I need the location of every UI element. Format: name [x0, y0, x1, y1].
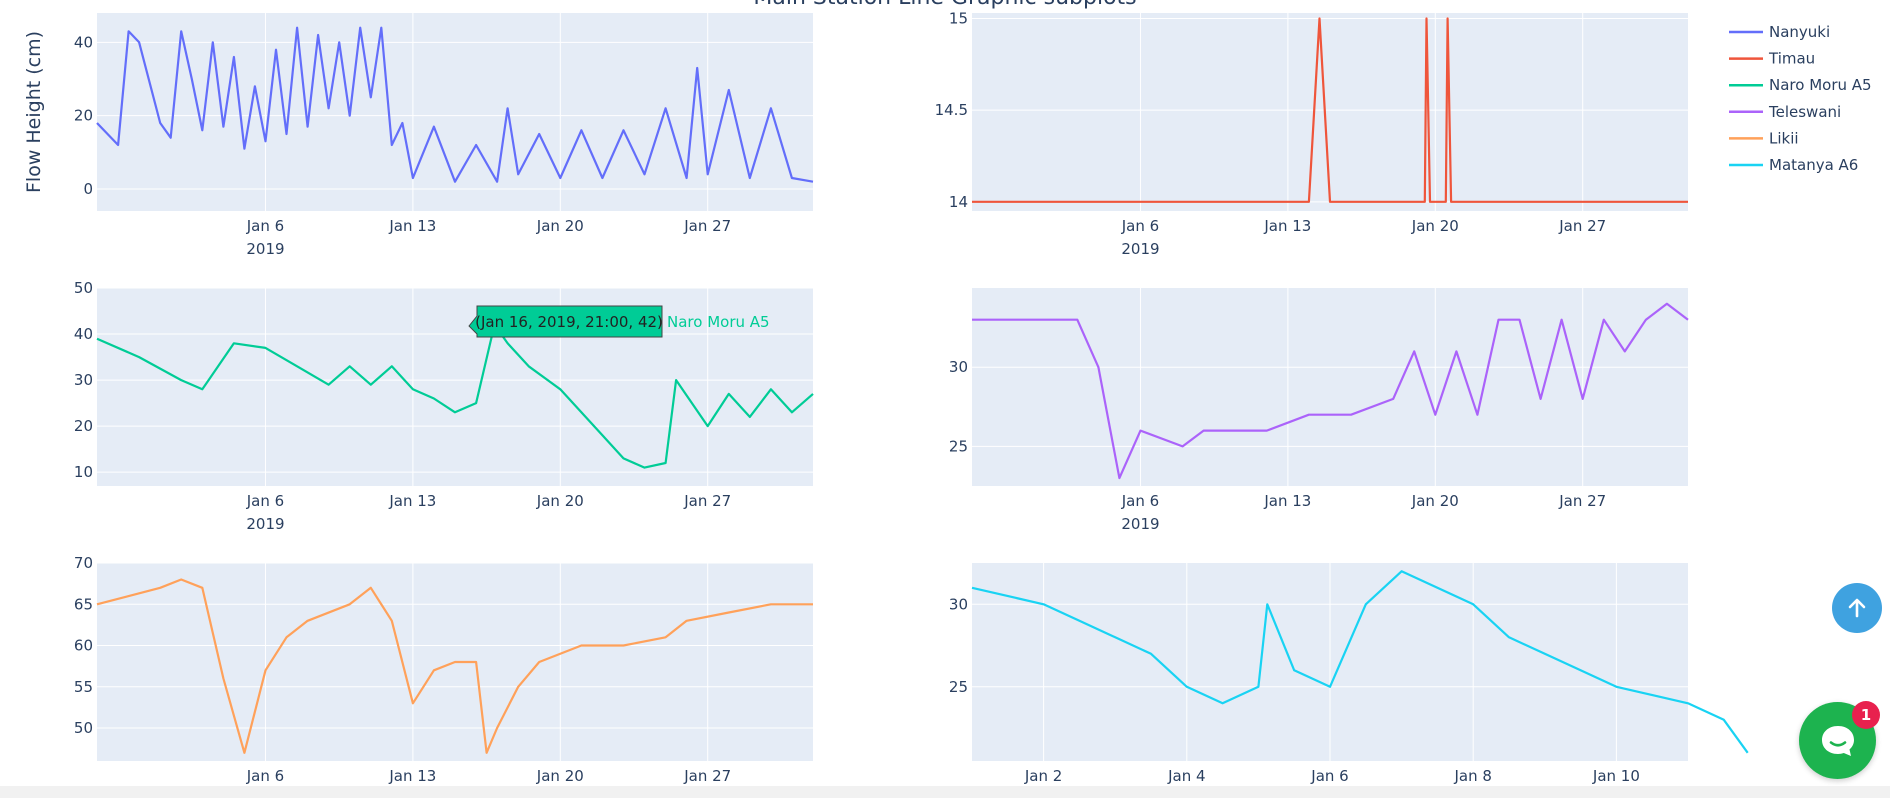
y-tick-label: 50 [74, 719, 93, 737]
y-tick-label: 30 [949, 595, 968, 613]
legend-label: Matanya A6 [1769, 156, 1858, 174]
x-year-label: 2019 [246, 515, 284, 533]
subplot-naro-moru-a5: Jan 6 Jan 13 Jan 20 Jan 27 2019 10 20 30 40 50 [74, 279, 814, 533]
legend-item-likii[interactable]: Likii [1729, 129, 1799, 147]
legend-item-naro-moru-a5[interactable]: Naro Moru A5 [1729, 76, 1872, 94]
y-tick-label: 14 [949, 193, 968, 211]
plot-area[interactable] [972, 288, 1688, 486]
series-line-teleswani[interactable] [972, 302, 1689, 480]
y-tick-label: 20 [74, 417, 93, 435]
legend-item-matanya-a6[interactable]: Matanya A6 [1729, 156, 1858, 174]
y-tick-label: 15 [949, 10, 968, 28]
x-tick-label: Jan 20 [536, 767, 584, 785]
x-tick-label: Jan 27 [1558, 217, 1606, 235]
y-tick-label: 60 [74, 637, 93, 655]
legend-label: Naro Moru A5 [1769, 76, 1872, 94]
legend-label: Likii [1769, 129, 1799, 147]
x-tick-label: Jan 6 [1121, 217, 1159, 235]
x-tick-label: Jan 6 [1310, 767, 1348, 785]
tooltip-series-label: Naro Moru A5 [667, 313, 770, 331]
legend-label: Timau [1768, 50, 1815, 68]
x-tick-label: Jan 10 [1592, 767, 1640, 785]
y-tick-label: 30 [74, 371, 93, 389]
x-tick-label: Jan 20 [536, 217, 584, 235]
y-tick-label: 14.5 [935, 101, 968, 119]
legend-label: Teleswani [1768, 103, 1841, 121]
y-tick-label: 30 [949, 358, 968, 376]
scroll-to-top-button[interactable] [1832, 583, 1882, 633]
series-line-timau[interactable] [972, 17, 1688, 203]
x-tick-label: Jan 13 [1263, 217, 1311, 235]
x-year-label: 2019 [246, 240, 284, 258]
hover-tooltip: (Jan 16, 2019, 21:00, 42) Naro Moru A5 [468, 305, 770, 338]
series-line-matanya-a6[interactable] [971, 570, 1749, 754]
legend-item-nanyuki[interactable]: Nanyuki [1729, 23, 1830, 41]
x-year-label: 2019 [1121, 240, 1159, 258]
y-tick-label: 20 [74, 107, 93, 125]
x-tick-label: Jan 4 [1167, 767, 1205, 785]
x-tick-label: Jan 27 [683, 767, 731, 785]
x-year-label: 2019 [1121, 515, 1159, 533]
series-line-naro-moru-a5[interactable] [96, 323, 814, 469]
tooltip-box [468, 305, 663, 338]
series-line-likii[interactable] [96, 578, 813, 754]
y-tick-label: 65 [74, 595, 93, 613]
x-tick-label: Jan 8 [1453, 767, 1491, 785]
plot-area[interactable] [972, 13, 1688, 211]
chat-bubble-icon [1821, 725, 1854, 756]
y-tick-label: 10 [74, 463, 93, 481]
legend-label: Nanyuki [1769, 23, 1830, 41]
x-tick-label: Jan 13 [1263, 492, 1311, 510]
x-tick-label: Jan 20 [1411, 217, 1459, 235]
x-tick-label: Jan 27 [683, 492, 731, 510]
y-tick-label: 55 [74, 678, 93, 696]
x-tick-label: Jan 27 [683, 217, 731, 235]
x-tick-label: Jan 13 [388, 492, 436, 510]
x-tick-label: Jan 6 [246, 492, 284, 510]
plot-area[interactable] [97, 288, 813, 486]
x-tick-label: Jan 13 [388, 767, 436, 785]
y-tick-label: 40 [74, 33, 93, 51]
x-tick-label: Jan 27 [1558, 492, 1606, 510]
chart-title: Main Station Line Graphic subplots [753, 0, 1136, 10]
x-tick-label: Jan 20 [1411, 492, 1459, 510]
x-tick-label: Jan 6 [246, 767, 284, 785]
legend[interactable]: Nanyuki Timau Naro Moru A5 Teleswani Likii Ma… [1729, 23, 1872, 174]
legend-item-timau[interactable]: Timau [1729, 50, 1815, 68]
subplot-teleswani: Jan 6 Jan 13 Jan 20 Jan 27 2019 25 30 [949, 288, 1689, 533]
x-tick-label: Jan 6 [246, 217, 284, 235]
page-bottom-edge [0, 786, 1890, 798]
arrow-up-icon [1848, 598, 1866, 618]
subplot-nanyuki: Jan 6 Jan 13 Jan 20 Jan 27 2019 0 20 40 [74, 13, 814, 258]
x-tick-label: Jan 13 [388, 217, 436, 235]
series-line-nanyuki[interactable] [96, 26, 814, 183]
y-tick-label: 70 [74, 554, 93, 572]
y-axis-label: Flow Height (cm) [23, 31, 45, 193]
y-tick-label: 0 [83, 180, 93, 198]
x-tick-label: Jan 20 [536, 492, 584, 510]
subplot-timau: Jan 6 Jan 13 Jan 20 Jan 27 2019 14 14.5 15 [935, 10, 1688, 258]
y-tick-label: 25 [949, 678, 968, 696]
tooltip-text: (Jan 16, 2019, 21:00, 42) [475, 313, 663, 331]
y-tick-label: 25 [949, 437, 968, 455]
notification-badge: 1 [1852, 701, 1880, 729]
y-tick-label: 50 [74, 279, 93, 297]
x-tick-label: Jan 2 [1024, 767, 1062, 785]
legend-item-teleswani[interactable]: Teleswani [1729, 103, 1841, 121]
x-tick-label: Jan 6 [1121, 492, 1159, 510]
y-tick-label: 40 [74, 325, 93, 343]
